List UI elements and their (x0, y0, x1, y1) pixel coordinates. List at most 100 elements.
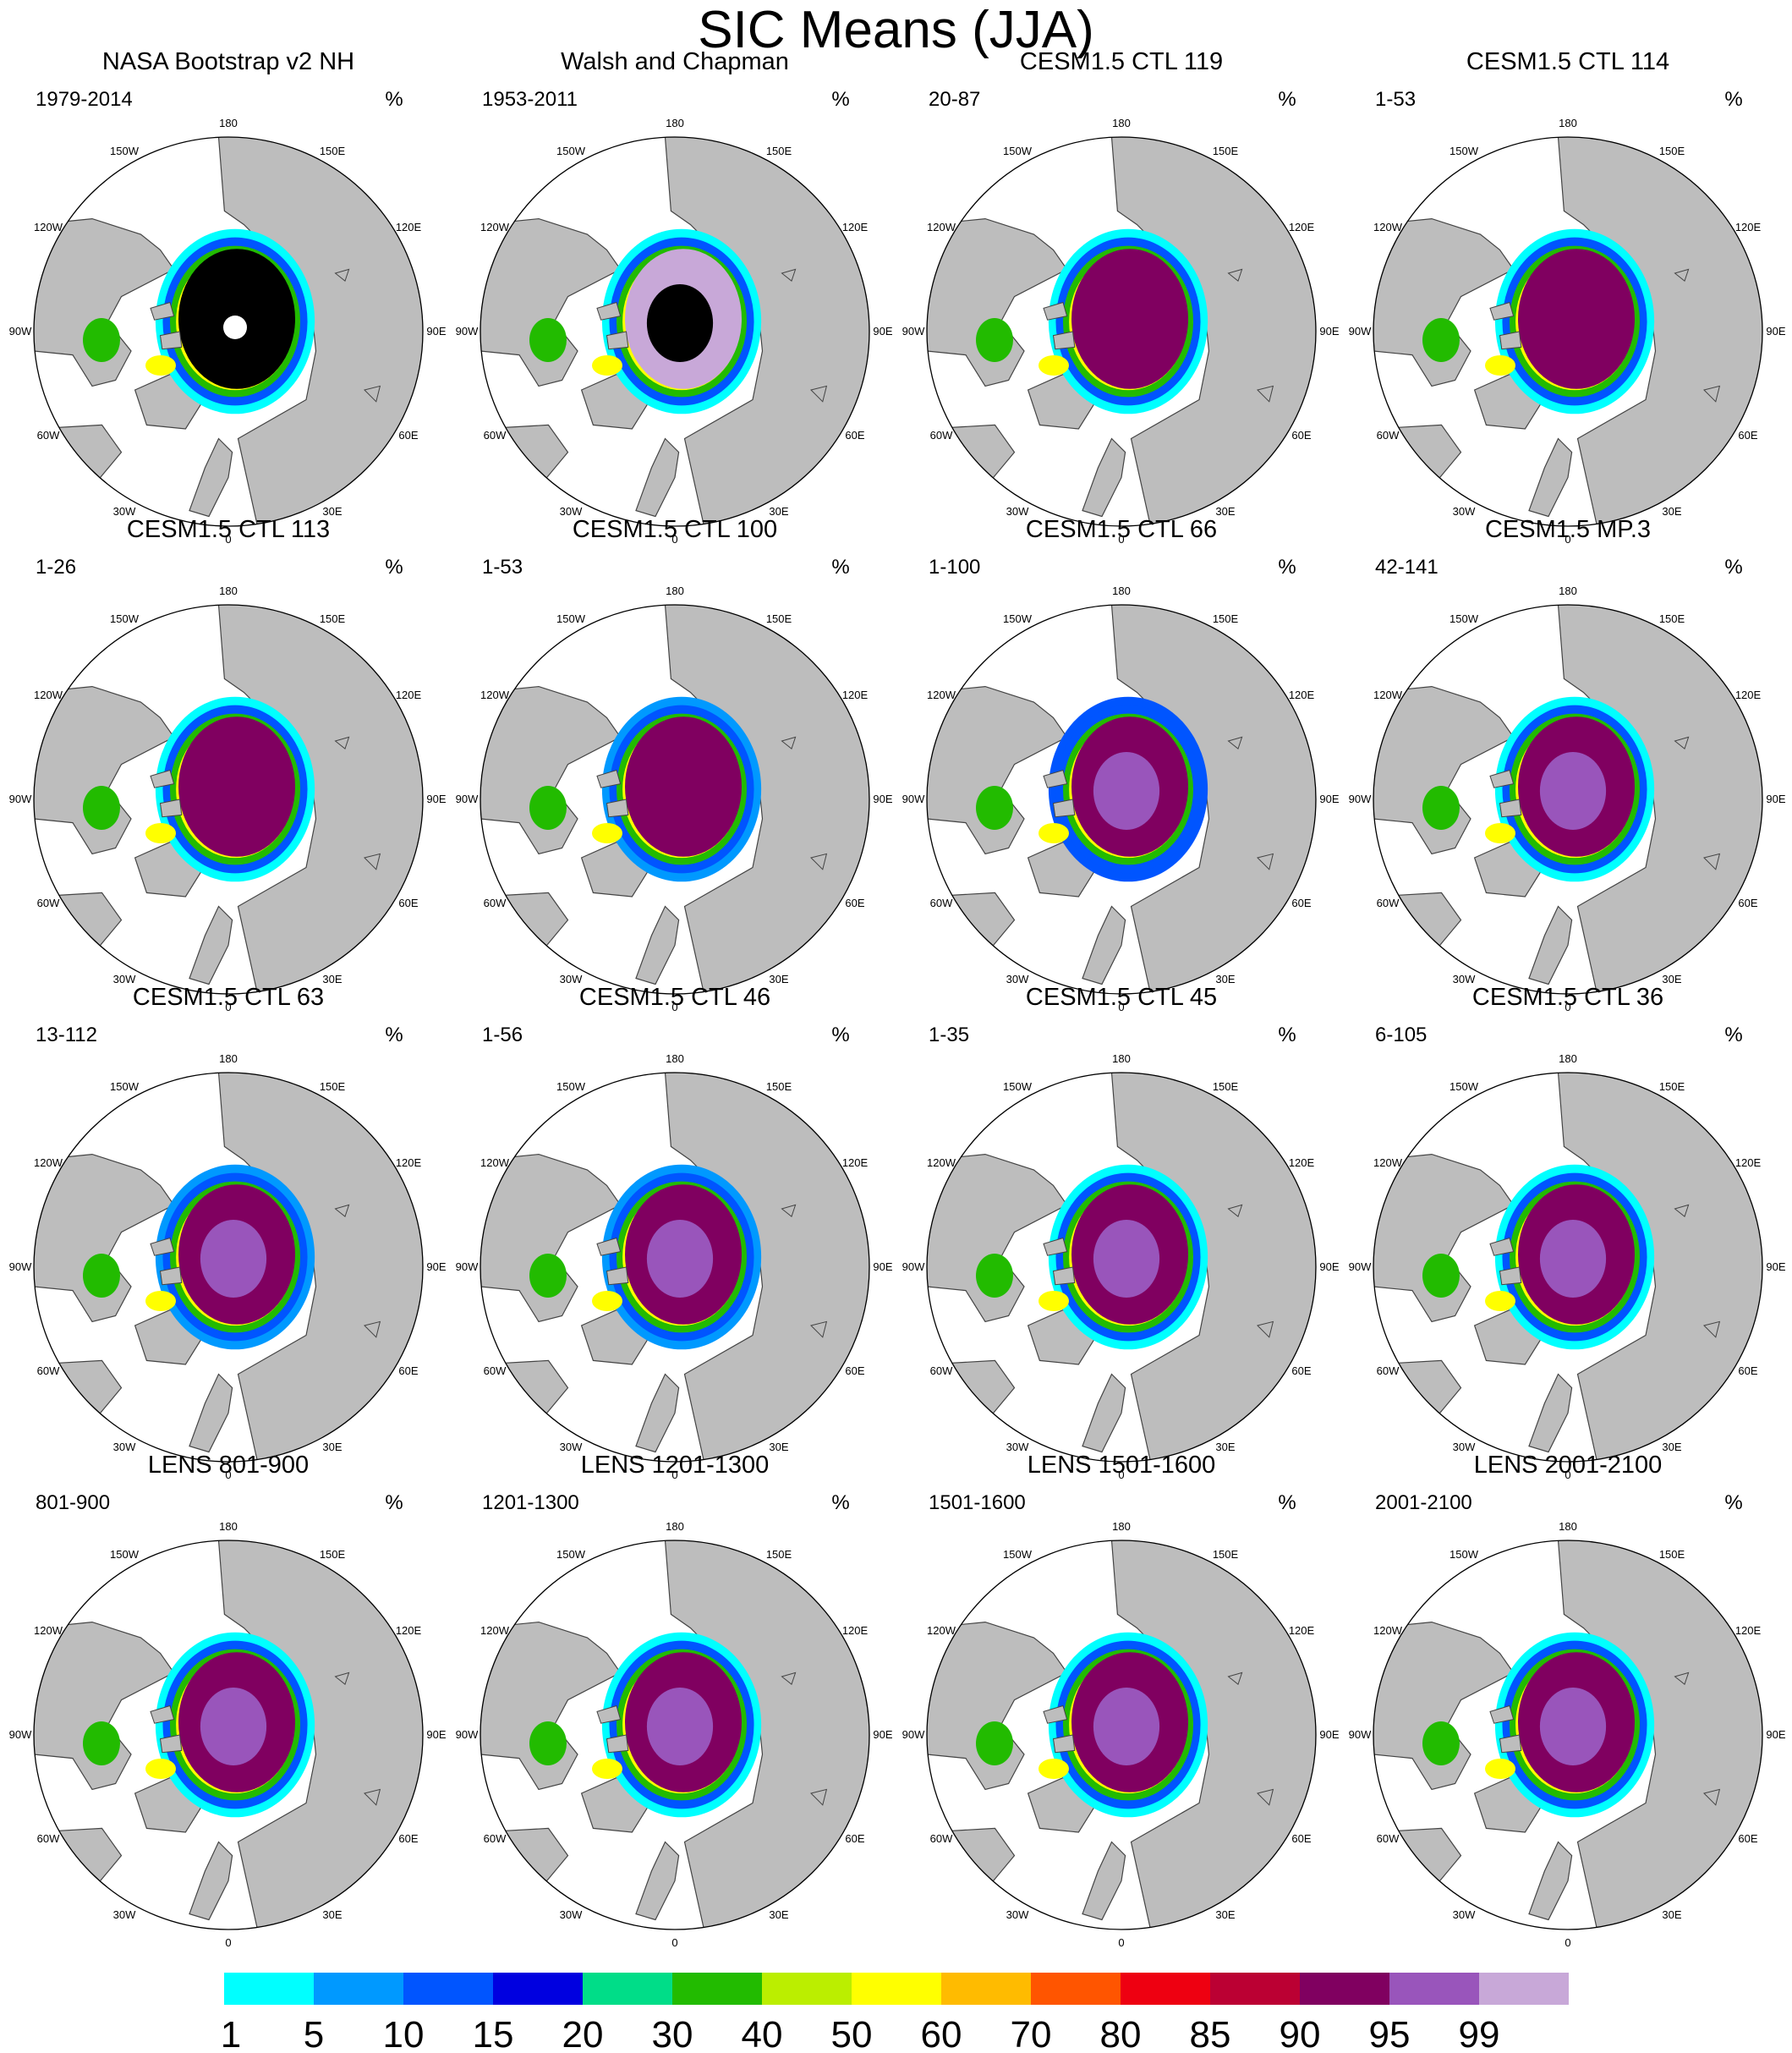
island (606, 1266, 629, 1286)
longitude-label: 0 (671, 1468, 677, 1481)
island (1489, 301, 1515, 321)
land-mass (635, 437, 680, 518)
longitude-label: 150W (1003, 1080, 1033, 1093)
longitude-label: 150E (766, 145, 792, 157)
colorbar-label: 90 (1280, 2014, 1321, 2053)
longitude-label: 30W (1453, 973, 1476, 985)
longitude-label: 150E (320, 1080, 346, 1093)
units-label: % (831, 556, 849, 579)
period-label: 6-105 (1375, 1024, 1427, 1046)
island (364, 853, 381, 870)
hudson-bay-ice (83, 318, 120, 362)
land-mass (189, 437, 233, 518)
longitude-label: 30E (1215, 1441, 1235, 1453)
island (1499, 799, 1522, 818)
longitude-label: 120E (842, 1624, 869, 1637)
channel-ice (145, 1759, 176, 1779)
colorbar-swatch (1479, 1973, 1569, 2005)
hudson-bay-ice (976, 1254, 1013, 1298)
hudson-bay-ice (83, 1721, 120, 1765)
island (1052, 331, 1076, 350)
longitude-label: 90E (426, 1260, 446, 1273)
longitude-label: 180 (1559, 1520, 1577, 1533)
island (810, 385, 828, 403)
longitude-label: 180 (219, 585, 238, 597)
channel-ice (592, 1759, 622, 1779)
period-label: 2001-2100 (1375, 1491, 1472, 1514)
colorbar-swatch (1389, 1973, 1479, 2005)
map-panel: 180 150E 120E 90E 60E 30E 0 30W 60W 90W 120W 150W LE… (1349, 1452, 1786, 1949)
island (1674, 736, 1690, 750)
longitude-label: 60E (1291, 1364, 1311, 1377)
longitude-label: 120E (1735, 689, 1762, 701)
colorbar-label: 80 (1100, 2014, 1142, 2053)
island (1043, 769, 1068, 788)
island (1499, 1734, 1522, 1754)
units-label: % (831, 1024, 849, 1046)
longitude-label: 0 (1118, 1468, 1124, 1481)
island (150, 769, 175, 788)
longitude-label: 30E (322, 505, 342, 518)
map-panel: 180 150E 120E 90E 60E 30E 0 30W 60W 90W 120W 150W CE… (1349, 984, 1786, 1481)
longitude-label: 90W (1349, 1728, 1372, 1741)
land-mass (1082, 1841, 1126, 1921)
longitude-label: 0 (1118, 533, 1124, 546)
period-label: 1979-2014 (36, 88, 133, 111)
longitude-label: 30W (1006, 973, 1029, 985)
longitude-label: 180 (1559, 1052, 1577, 1065)
sic-inner (646, 284, 714, 362)
island (1227, 268, 1243, 283)
island (1043, 301, 1068, 321)
longitude-label: 150E (1213, 145, 1239, 157)
island (1489, 1237, 1515, 1256)
island (781, 268, 797, 283)
longitude-label: 30W (1453, 1908, 1476, 1921)
longitude-label: 120E (842, 1156, 869, 1169)
longitude-label: 60W (930, 1832, 953, 1845)
longitude-label: 90E (426, 325, 446, 338)
island (810, 1788, 828, 1806)
longitude-label: 120W (927, 689, 956, 701)
longitude-label: 180 (666, 585, 684, 597)
colorbar-swatch (852, 1973, 941, 2005)
longitude-label: 60W (37, 1832, 60, 1845)
longitude-label: 90W (9, 1260, 32, 1273)
hudson-bay-ice (1422, 1254, 1460, 1298)
map-boundary (926, 604, 1317, 995)
longitude-label: 90E (1319, 793, 1339, 805)
units-label: % (385, 88, 403, 111)
panel-title: Walsh and Chapman (561, 48, 789, 75)
land-mass (1082, 905, 1126, 985)
longitude-label: 120E (1289, 689, 1315, 701)
island (1257, 853, 1274, 870)
sic-inner (200, 752, 267, 830)
longitude-label: 180 (1112, 1052, 1131, 1065)
island (1227, 1671, 1243, 1686)
longitude-label: 30E (322, 973, 342, 985)
colorbar-swatch (941, 1973, 1031, 2005)
longitude-label: 180 (666, 1520, 684, 1533)
longitude-label: 90E (873, 793, 892, 805)
longitude-label: 30E (1662, 1441, 1681, 1453)
longitude-label: 180 (219, 117, 238, 129)
longitude-label: 90E (1766, 793, 1785, 805)
channel-ice (1038, 1291, 1069, 1311)
longitude-label: 60W (1377, 1832, 1400, 1845)
longitude-label: 30W (560, 973, 583, 985)
longitude-label: 60E (1291, 897, 1311, 909)
colorbar-swatch (583, 1973, 672, 2005)
land-mass (1082, 437, 1126, 518)
island (1257, 1788, 1274, 1806)
colorbar-swatch (1210, 1973, 1300, 2005)
sic-inner (1539, 752, 1607, 830)
longitude-label: 90E (1319, 1728, 1339, 1741)
island (150, 301, 175, 321)
longitude-label: 60W (37, 1364, 60, 1377)
map-boundary (926, 1540, 1317, 1930)
island (364, 1788, 381, 1806)
longitude-label: 90W (902, 1728, 925, 1741)
longitude-label: 30E (1662, 505, 1681, 518)
longitude-label: 30W (113, 973, 136, 985)
map-boundary (480, 1540, 870, 1930)
island (1227, 736, 1243, 750)
